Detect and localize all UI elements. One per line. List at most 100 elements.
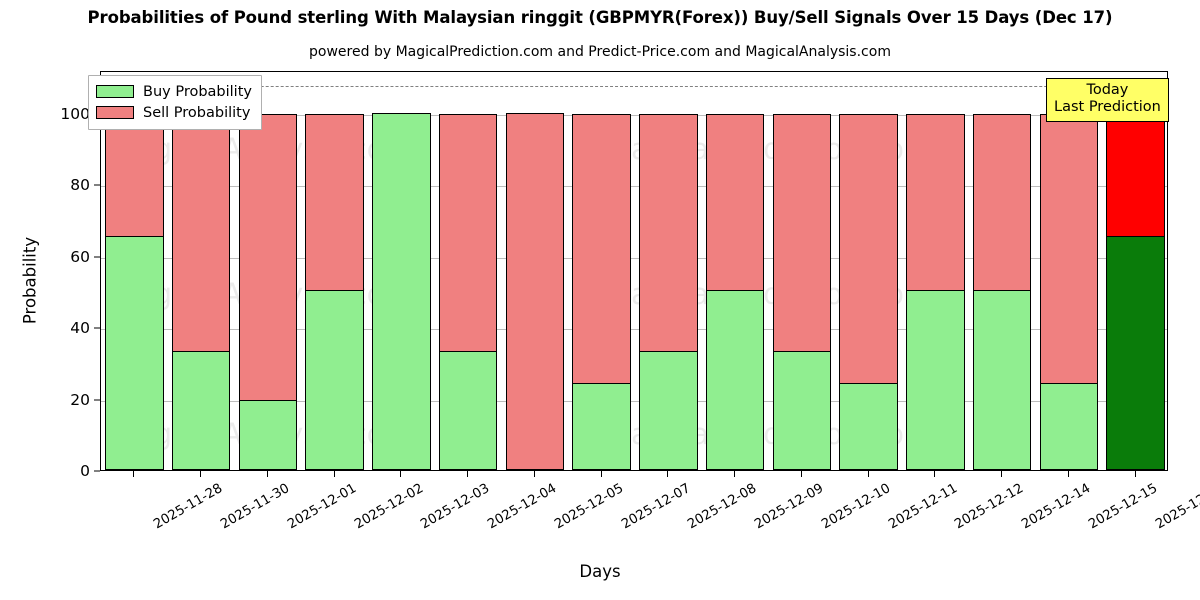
bar-segment-buy bbox=[171, 351, 231, 470]
x-tick-label-2025-11-30: 2025-11-30 bbox=[218, 481, 293, 533]
x-tick-label-2025-12-12: 2025-12-12 bbox=[952, 481, 1027, 533]
y-tick-mark-60 bbox=[94, 256, 100, 258]
x-tick-label-2025-12-04: 2025-12-04 bbox=[485, 481, 560, 533]
bar-2025-12-09[interactable] bbox=[705, 70, 765, 470]
bar-segment-buy bbox=[639, 351, 698, 470]
bar-2025-11-28[interactable] bbox=[105, 70, 164, 470]
bar-segment-buy bbox=[772, 351, 832, 470]
legend-label-buy: Buy Probability bbox=[143, 83, 252, 100]
x-axis-title: Days bbox=[579, 562, 621, 581]
x-tick-mark-2025-12-12 bbox=[934, 471, 936, 477]
today-annotation: Today Last Prediction bbox=[1046, 78, 1169, 122]
dashed-reference-line bbox=[101, 86, 1167, 88]
today-annotation-line2: Last Prediction bbox=[1054, 98, 1161, 115]
gridline-y-100 bbox=[101, 114, 1167, 116]
bar-segment-buy bbox=[105, 235, 164, 470]
bar-2025-12-12[interactable] bbox=[906, 70, 965, 470]
x-tick-label-2025-12-16: 2025-12-16 bbox=[1152, 481, 1200, 533]
x-tick-mark-2025-12-01 bbox=[266, 471, 268, 477]
gridlines bbox=[101, 72, 1167, 470]
plot-area: MagicalAnalysis.comMagicalPrediction.com… bbox=[100, 71, 1168, 471]
bar-2025-12-03[interactable] bbox=[372, 70, 431, 470]
x-axis-labels: 2025-11-28 2025-11-30 2025-12-01 2025-12-02… bbox=[100, 471, 1200, 561]
bar-segment-buy bbox=[839, 382, 898, 470]
bar-2025-12-04[interactable] bbox=[438, 70, 498, 470]
legend-swatch-buy-icon bbox=[96, 85, 134, 98]
x-tick-label-2025-12-11: 2025-12-11 bbox=[885, 481, 960, 533]
bar-segment-buy bbox=[1039, 382, 1099, 470]
bar-2025-12-05[interactable] bbox=[505, 70, 565, 470]
x-tick-label-2025-12-14: 2025-12-14 bbox=[1019, 481, 1094, 533]
x-tick-label-2025-12-10: 2025-12-10 bbox=[819, 481, 894, 533]
x-tick-label-2025-12-08: 2025-12-08 bbox=[685, 481, 760, 533]
bar-segment-buy bbox=[305, 290, 364, 470]
bar-segment-sell bbox=[839, 113, 898, 384]
today-annotation-line1: Today bbox=[1086, 82, 1129, 98]
bar-2025-12-07[interactable] bbox=[572, 70, 631, 470]
bar-segment-sell bbox=[438, 113, 498, 353]
x-tick-mark-2025-12-16 bbox=[1134, 471, 1136, 477]
legend-label-sell: Sell Probability bbox=[143, 104, 251, 121]
bar-2025-11-30[interactable] bbox=[171, 70, 231, 470]
y-tick-mark-40 bbox=[94, 327, 100, 329]
y-tick-mark-0 bbox=[94, 470, 100, 472]
bar-segment-buy bbox=[906, 290, 965, 470]
gridline-y-60 bbox=[101, 257, 1167, 259]
bar-segment-buy bbox=[705, 290, 765, 470]
bar-2025-12-14[interactable] bbox=[972, 70, 1032, 470]
y-tick-mark-80 bbox=[94, 184, 100, 186]
y-tick-mark-20 bbox=[94, 399, 100, 401]
x-tick-mark-2025-12-07 bbox=[600, 471, 602, 477]
x-tick-mark-2025-12-09 bbox=[734, 471, 736, 477]
bar-segment-sell bbox=[572, 113, 631, 384]
x-tick-label-2025-11-28: 2025-11-28 bbox=[151, 481, 226, 533]
x-tick-label-2025-12-15: 2025-12-15 bbox=[1086, 481, 1161, 533]
bar-segment-sell bbox=[772, 113, 832, 353]
y-tick-label-80: 80 bbox=[70, 176, 90, 195]
y-tick-label-20: 20 bbox=[70, 390, 90, 409]
bar-segment-buy bbox=[438, 351, 498, 470]
chart-legend: Buy Probability Sell Probability bbox=[88, 75, 262, 130]
bar-2025-12-01[interactable] bbox=[238, 70, 298, 470]
y-tick-label-0: 0 bbox=[80, 462, 90, 480]
bar-segment-sell bbox=[105, 113, 164, 237]
x-tick-mark-2025-12-15 bbox=[1067, 471, 1069, 477]
gridline-y-40 bbox=[101, 329, 1167, 331]
bar-segment-sell bbox=[972, 113, 1032, 292]
x-tick-mark-2025-12-14 bbox=[1001, 471, 1003, 477]
bar-segment-sell bbox=[705, 113, 765, 292]
y-tick-label-60: 60 bbox=[70, 247, 90, 266]
bar-2025-12-15[interactable] bbox=[1039, 70, 1099, 470]
bar-2025-12-10[interactable] bbox=[772, 70, 832, 470]
gridline-y-80 bbox=[101, 186, 1167, 188]
x-tick-label-2025-12-05: 2025-12-05 bbox=[552, 481, 627, 533]
bar-segment-buy bbox=[238, 400, 298, 470]
bar-2025-12-16[interactable] bbox=[1106, 70, 1165, 470]
x-tick-mark-2025-11-30 bbox=[200, 471, 202, 477]
x-tick-label-2025-12-01: 2025-12-01 bbox=[285, 481, 360, 533]
y-tick-label-40: 40 bbox=[70, 319, 90, 338]
bar-segment-sell bbox=[639, 113, 698, 353]
x-tick-label-2025-12-09: 2025-12-09 bbox=[752, 481, 827, 533]
bar-2025-12-08[interactable] bbox=[639, 70, 698, 470]
gridline-y-20 bbox=[101, 400, 1167, 402]
bar-segment-buy bbox=[372, 112, 431, 470]
x-tick-mark-2025-11-28 bbox=[133, 471, 135, 477]
bar-segment-sell bbox=[505, 112, 565, 470]
x-tick-label-2025-12-07: 2025-12-07 bbox=[618, 481, 693, 533]
legend-item-buy: Buy Probability bbox=[96, 81, 252, 102]
x-tick-mark-2025-12-03 bbox=[400, 471, 402, 477]
bar-segment-buy bbox=[972, 290, 1032, 470]
bar-segment-sell bbox=[1039, 113, 1099, 384]
x-tick-label-2025-12-02: 2025-12-02 bbox=[351, 481, 426, 533]
legend-item-sell: Sell Probability bbox=[96, 102, 252, 123]
bar-segment-buy bbox=[1106, 235, 1165, 470]
bar-2025-12-02[interactable] bbox=[305, 70, 364, 470]
chart-subtitle: powered by MagicalPrediction.com and Pre… bbox=[309, 44, 891, 60]
chart-title: Probabilities of Pound sterling With Mal… bbox=[87, 8, 1113, 27]
y-axis-labels: 0 20 40 60 80 100 bbox=[0, 71, 1200, 480]
bar-segment-sell bbox=[1106, 113, 1165, 237]
bar-2025-12-11[interactable] bbox=[839, 70, 898, 470]
x-tick-mark-2025-12-04 bbox=[467, 471, 469, 477]
